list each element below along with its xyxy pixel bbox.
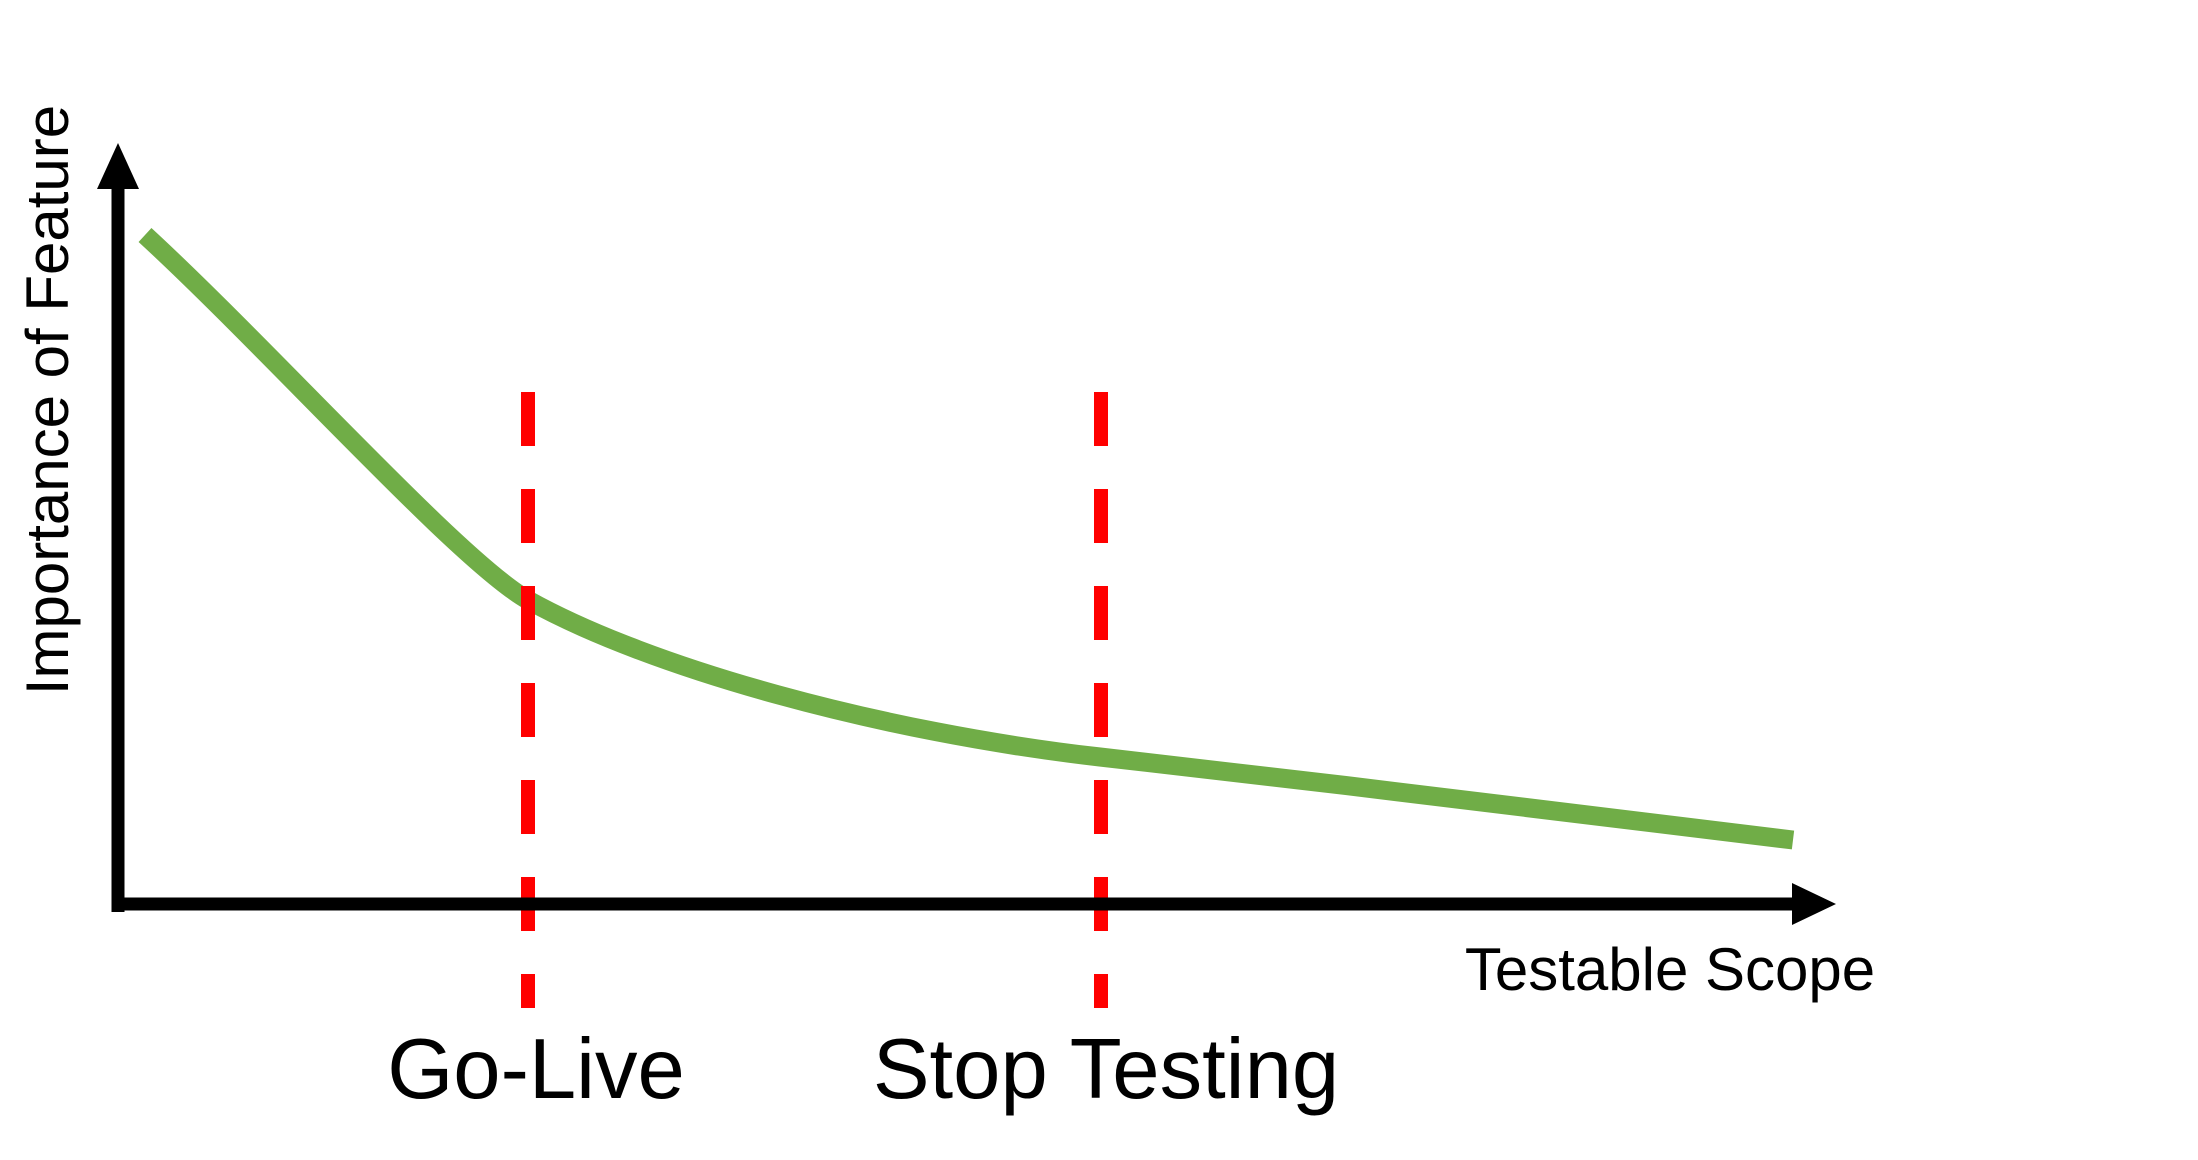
x-axis-label: Testable Scope: [1465, 936, 1875, 1003]
y-axis-arrowhead-icon: [97, 143, 139, 189]
stop-testing-label: Stop Testing: [873, 1022, 1339, 1117]
go-live-label: Go-Live: [387, 1022, 685, 1117]
x-axis-arrowhead-icon: [1792, 883, 1836, 925]
importance-curve: [138, 228, 1795, 850]
y-axis-label: Importance of Feature: [14, 105, 81, 695]
